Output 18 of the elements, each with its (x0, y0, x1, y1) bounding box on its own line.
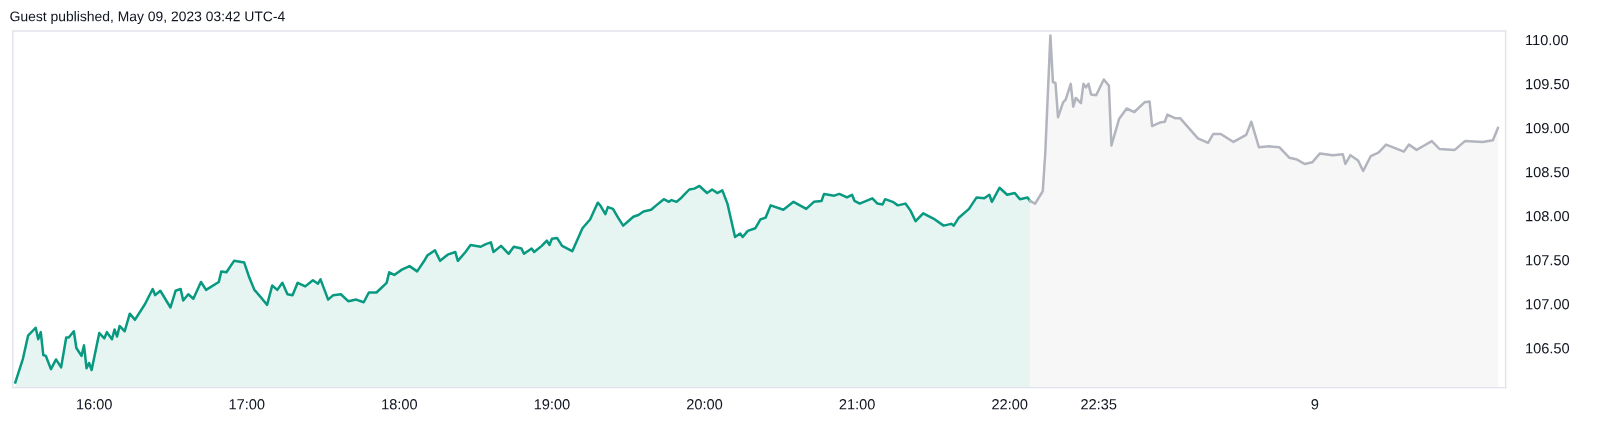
x-tick-label: 16:00 (77, 399, 112, 410)
y-tick-label: 108.50 (1526, 167, 1570, 178)
x-tick-label: 21:00 (839, 399, 875, 410)
x-tick-label: 22:35 (1081, 399, 1117, 410)
y-tick-label: 109.00 (1526, 122, 1570, 134)
y-tick-label: 108.00 (1526, 211, 1570, 222)
chart-title: Guest published, May 09, 2023 03:42 UTC-4 (10, 11, 285, 25)
y-tick-label: 107.50 (1526, 255, 1570, 266)
y-tick-label: 109.50 (1526, 78, 1570, 90)
x-tick-label: 19:00 (534, 399, 570, 410)
y-tick-label: 110.00 (1526, 34, 1568, 46)
y-tick-label: 107.00 (1526, 299, 1570, 310)
x-tick-label: 18:00 (382, 399, 418, 410)
x-tick-label: 22:00 (992, 399, 1028, 410)
y-tick-label: 106.50 (1526, 343, 1570, 354)
x-tick-label: 20:00 (687, 399, 723, 410)
x-tick-label: 17:00 (229, 399, 265, 410)
x-tick-label: 9 (1311, 399, 1319, 410)
